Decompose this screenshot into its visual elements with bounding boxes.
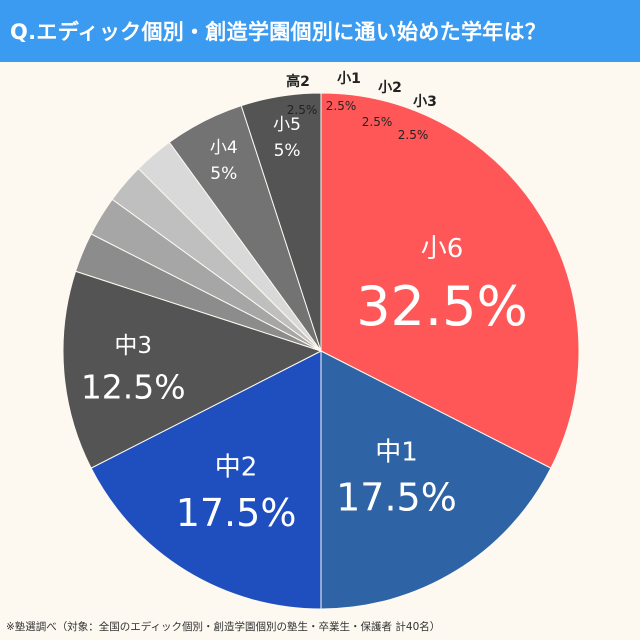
slice-label-小2: 小2 <box>378 80 402 96</box>
title-bar: Q.エディック個別・創造学園個別に通い始めた学年は？ <box>0 0 640 62</box>
slice-value-小6: 32.5% <box>356 275 528 338</box>
pie-slice-中1 <box>320 350 552 610</box>
slice-label-高2: 高2 <box>286 73 310 90</box>
slice-label-小6: 小6 <box>421 234 464 264</box>
footnote: ※塾選調べ（対象：全国のエディック個別・創造学園個別の塾生・卒業生・保護者 計4… <box>6 621 441 633</box>
pie-slices <box>62 92 580 610</box>
slice-label-中3: 中3 <box>114 333 152 359</box>
slice-value-高2: 2.5% <box>287 103 318 117</box>
slice-value-小1: 2.5% <box>326 99 357 113</box>
slice-label-中1: 中1 <box>375 437 418 467</box>
slice-value-小2: 2.5% <box>362 115 393 129</box>
chart-title: Q.エディック個別・創造学園個別に通い始めた学年は？ <box>10 20 547 44</box>
slice-value-中2: 17.5% <box>176 491 297 535</box>
slice-value-小3: 2.5% <box>398 128 429 142</box>
slice-label-小4: 小4 <box>210 138 238 158</box>
pie-slice-小5 <box>240 92 322 352</box>
pie-slice-中3 <box>62 270 323 469</box>
slice-value-中3: 12.5% <box>81 367 186 406</box>
slice-value-中1: 17.5% <box>336 475 457 519</box>
slice-label-中2: 中2 <box>215 453 258 483</box>
pie-labels: 小6 32.5% 中1 17.5% 中2 17.5% 中3 12.5% 高2 2.5% 小1 2.5%… <box>81 71 528 535</box>
slice-label-小1: 小1 <box>337 71 361 87</box>
slice-label-小3: 小3 <box>413 94 437 110</box>
slice-label-小5: 小5 <box>273 115 301 135</box>
pie-slice-小6 <box>320 92 580 469</box>
pie-slice-中2 <box>90 350 322 610</box>
slice-value-小5: 5% <box>274 141 301 161</box>
slice-value-小4: 5% <box>210 164 237 184</box>
